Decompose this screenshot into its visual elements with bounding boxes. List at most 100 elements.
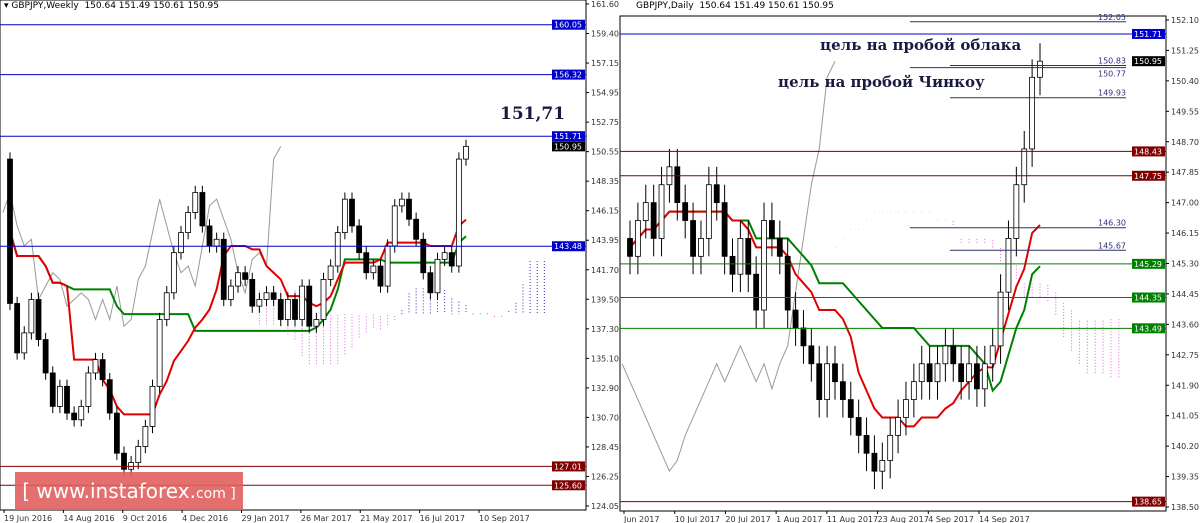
left-candle: [334, 232, 341, 267]
right-level-badge: [1132, 292, 1165, 303]
left-x-tick-label: 9 Oct 2016: [123, 514, 167, 523]
right-x-tick-label: 4 Sep 2017: [928, 515, 974, 523]
left-candle: [71, 412, 78, 421]
right-y-tick-label: 152.10: [1171, 16, 1199, 25]
left-y-tick-label: 161.60: [591, 0, 619, 9]
right-candle: [863, 434, 870, 454]
left-level-label: 127.01: [554, 462, 582, 471]
right-candle: [713, 184, 720, 204]
left-candle: [92, 359, 99, 374]
left-candle: [320, 278, 327, 320]
left-candle: [284, 299, 291, 320]
left-candle: [35, 299, 42, 340]
right-level-label: 148.43: [1134, 147, 1162, 156]
left-x-tick-label: 19 Jun 2016: [4, 514, 52, 523]
right-candle: [1037, 60, 1043, 78]
right-candle: [705, 184, 712, 239]
left-candle: [384, 245, 391, 287]
right-level-label: 138.65: [1134, 498, 1162, 507]
left-candle: [227, 285, 234, 300]
right-candle: [871, 452, 878, 472]
left-candle: [135, 446, 142, 463]
left-candle: [413, 218, 420, 240]
left-candle: [106, 379, 113, 414]
left-y-tick-label: 135.10: [591, 354, 619, 363]
left-level-badge: [552, 69, 585, 80]
left-candle: [356, 225, 363, 254]
left-candle: [170, 252, 177, 294]
left-candle: [206, 225, 213, 247]
right-level-label: 145.29: [1134, 260, 1162, 269]
left-x-tick-label: 10 Sep 2017: [479, 514, 530, 523]
left-candle: [78, 406, 85, 421]
left-y-tick-label: 132.90: [591, 384, 619, 393]
left-y-tick-label: 128.45: [591, 443, 619, 452]
right-candle: [958, 363, 965, 383]
left-level-badge: [552, 19, 585, 30]
left-x-tick-label: 21 May 2017: [360, 514, 412, 523]
right-y-tick-label: 147.00: [1171, 199, 1199, 208]
right-y-tick-label: 141.90: [1171, 381, 1199, 390]
left-candle: [349, 198, 355, 227]
left-candle: [455, 158, 462, 267]
right-candle: [634, 220, 641, 257]
left-level-label: 160.05: [554, 21, 582, 30]
right-candle: [729, 255, 736, 275]
right-short-level-label: 149.93: [1098, 89, 1126, 98]
right-y-tick-label: 150.40: [1171, 77, 1199, 86]
right-level-badge: [1132, 170, 1165, 181]
right-x-tick-label: 23 Aug 2017: [878, 515, 929, 523]
left-candle: [406, 198, 412, 220]
left-candle: [427, 272, 434, 294]
right-candle: [698, 238, 704, 257]
right-candle: [690, 220, 696, 257]
right-candle: [1013, 184, 1020, 239]
right-candle: [1029, 76, 1036, 150]
left-candle: [28, 299, 35, 334]
right-candle: [855, 417, 862, 436]
left-candle: [7, 158, 13, 304]
left-candle: [313, 319, 320, 327]
left-candle: [306, 285, 313, 327]
right-level-badge: [1132, 146, 1165, 157]
right-y-tick-label: 141.05: [1171, 412, 1199, 421]
right-candle: [903, 399, 909, 418]
right-y-tick-label: 147.85: [1171, 168, 1199, 177]
chikou-breakout-annotation: цель на пробой Чинкоу: [778, 73, 985, 91]
left-candle: [242, 272, 249, 280]
right-candle: [627, 238, 633, 257]
left-candle: [270, 292, 277, 300]
right-candle: [816, 363, 823, 400]
left-candle: [363, 252, 370, 274]
left-candle: [113, 412, 120, 454]
left-candle: [199, 192, 206, 227]
left-ohlc: 150.64 151.49 150.61 150.95: [84, 1, 219, 11]
right-candle: [650, 202, 657, 239]
right-level-badge: [1132, 56, 1165, 67]
left-level-badge: [552, 131, 585, 142]
instaforex-watermark: [ www.instaforex.com ]: [15, 472, 243, 510]
right-candle: [879, 460, 886, 472]
right-candle: [784, 255, 791, 311]
right-candle: [674, 166, 681, 204]
right-x-tick-label: Jun 2017: [623, 515, 659, 523]
left-y-tick-label: 130.70: [591, 413, 619, 422]
left-candle: [441, 252, 448, 260]
right-x-tick-label: 20 Jul 2017: [725, 515, 770, 523]
left-y-tick-label: 143.95: [591, 236, 619, 245]
right-short-level-label: 145.67: [1098, 241, 1126, 250]
right-y-tick-label: 151.25: [1171, 46, 1199, 55]
left-x-tick-label: 26 Mar 2017: [301, 514, 352, 523]
right-level-badge: [1132, 496, 1165, 507]
right-candle: [847, 399, 854, 418]
left-level-label: 151.71: [554, 132, 582, 141]
left-y-tick-label: 146.15: [591, 207, 619, 216]
left-candle: [149, 385, 156, 427]
right-short-level-label: 150.77: [1098, 70, 1126, 79]
right-ohlc: 150.64 151.49 150.61 150.95: [699, 1, 834, 11]
left-x-tick-label: 14 Aug 2016: [63, 514, 114, 523]
left-candle: [235, 272, 241, 287]
right-candle: [824, 363, 831, 400]
right-y-tick-label: 149.55: [1171, 107, 1199, 116]
